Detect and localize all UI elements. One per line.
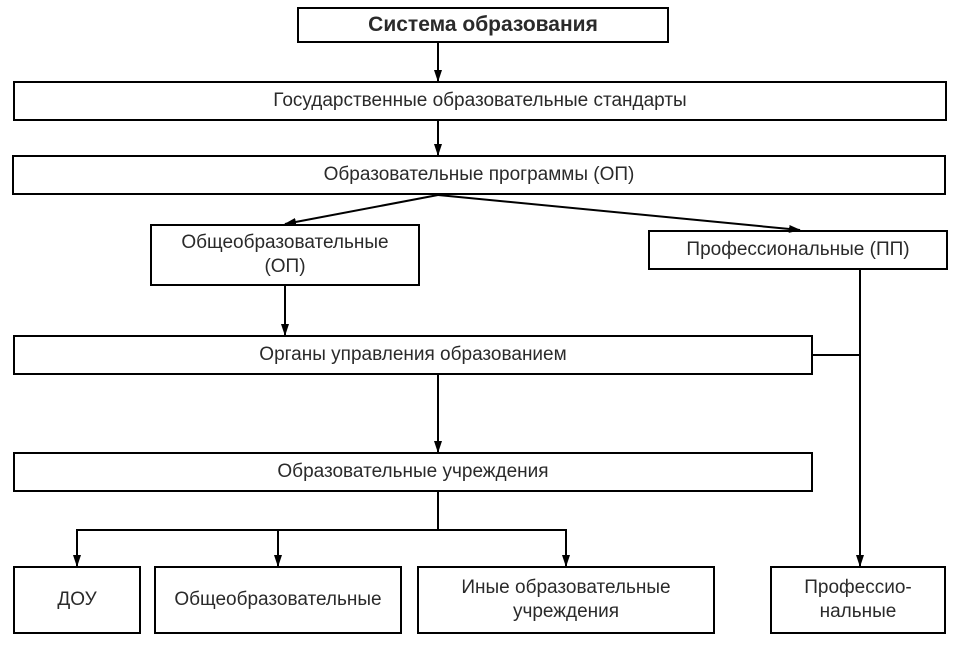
- node-n4: Общеобразовательные (ОП): [150, 224, 420, 286]
- node-n3: Образовательные программы (ОП): [12, 155, 946, 195]
- node-label: Общеобразовательные (ОП): [162, 231, 408, 279]
- node-n6: Органы управления образованием: [13, 335, 813, 375]
- node-label: Профессиональные (ПП): [686, 238, 909, 262]
- edge-6: [77, 492, 438, 566]
- node-n8: ДОУ: [13, 566, 141, 634]
- node-label: Система образования: [368, 12, 598, 38]
- node-label: Органы управления образованием: [259, 343, 566, 367]
- edge-2: [285, 195, 438, 224]
- node-label: Образовательные программы (ОП): [324, 163, 635, 187]
- node-n5: Профессиональные (ПП): [648, 230, 948, 270]
- edge-7: [278, 492, 438, 566]
- node-n10: Иные образовательные учреждения: [417, 566, 715, 634]
- node-label: Государственные образовательные стандарт…: [273, 89, 686, 113]
- node-n2: Государственные образовательные стандарт…: [13, 81, 947, 121]
- node-label: Иные образовательные учреждения: [429, 576, 703, 624]
- node-n11: Профессио-нальные: [770, 566, 946, 634]
- edge-3: [438, 195, 800, 230]
- edge-9: [813, 270, 860, 355]
- edge-8: [438, 492, 566, 566]
- node-label: Профессио-нальные: [782, 576, 934, 624]
- node-n1: Система образования: [297, 7, 669, 43]
- node-n7: Образовательные учреждения: [13, 452, 813, 492]
- node-n9: Общеобразовательные: [154, 566, 402, 634]
- node-label: Образовательные учреждения: [277, 460, 548, 484]
- node-label: ДОУ: [57, 588, 96, 612]
- node-label: Общеобразовательные: [174, 588, 381, 612]
